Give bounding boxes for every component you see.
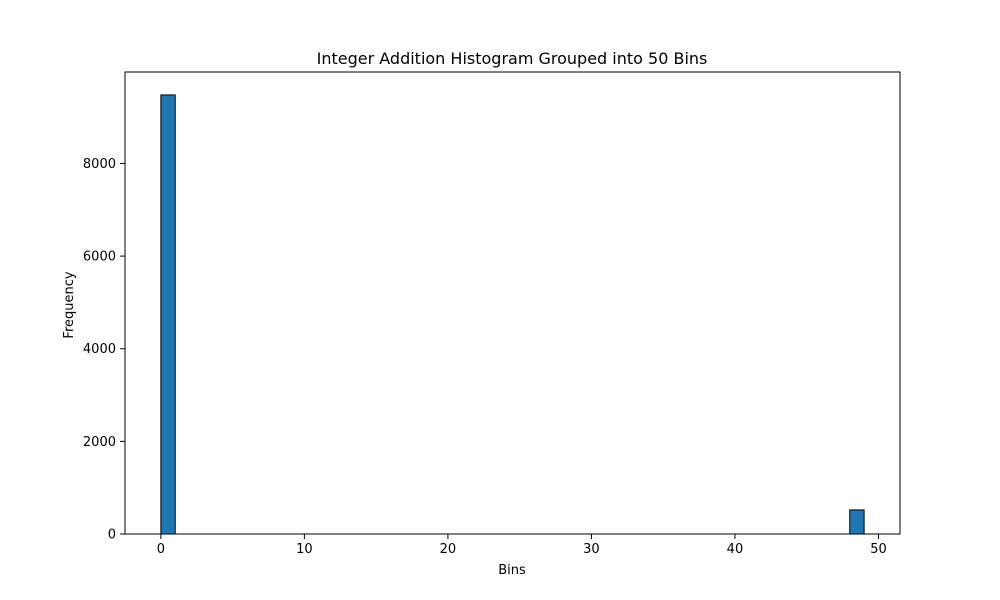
x-tick-label-5: 50 [870, 542, 887, 557]
y-tick-label-3: 6000 [83, 250, 116, 265]
x-tick-label-0: 0 [157, 542, 165, 557]
bars-group [160, 94, 865, 535]
y-tick-label-0: 0 [108, 528, 116, 543]
x-tick-label-1: 10 [296, 542, 313, 557]
plot-frame [124, 71, 901, 535]
y-tick-label-2: 4000 [83, 342, 116, 357]
x-tick-label-4: 40 [727, 542, 744, 557]
y-tick-label-4: 8000 [83, 157, 116, 172]
x-axis-ticks: 0 10 20 30 40 50 [157, 534, 887, 557]
x-axis-label: Bins [498, 563, 526, 578]
x-tick-label-3: 30 [583, 542, 600, 557]
y-axis-ticks: 0 2000 4000 6000 8000 [83, 157, 125, 543]
y-axis-label: Frequency [62, 271, 77, 338]
x-tick-label-2: 20 [440, 542, 457, 557]
y-tick-label-1: 2000 [83, 435, 116, 450]
chart-title: Integer Addition Histogram Grouped into … [317, 49, 708, 68]
histogram-bar-0 [160, 94, 176, 535]
histogram-bar-1 [849, 509, 865, 535]
